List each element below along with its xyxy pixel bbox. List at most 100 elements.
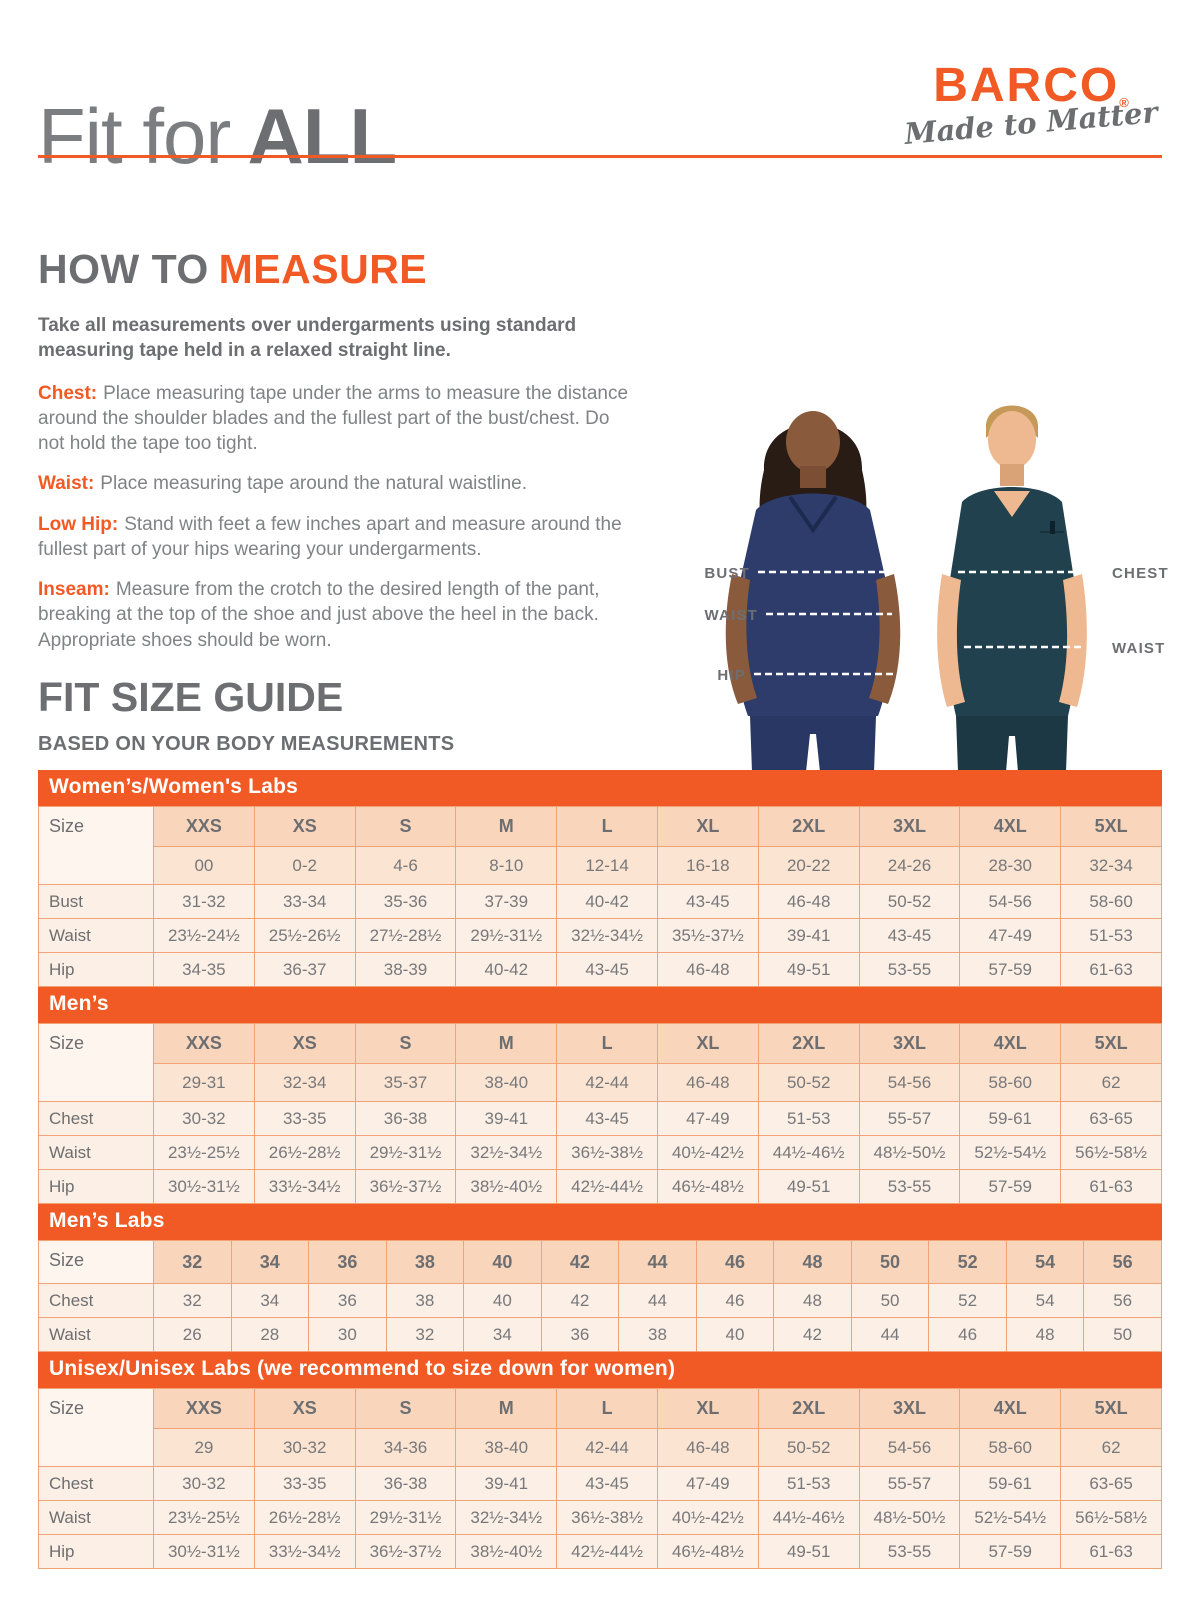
measurement-cell: 32½-34½ <box>455 1500 558 1535</box>
numeric-size-cell: 38-40 <box>455 1428 558 1467</box>
measure-item: Inseam: Measure from the crotch to the de… <box>38 577 633 653</box>
measurement-cell: 47-49 <box>959 918 1062 953</box>
measurement-cell: 23½-25½ <box>153 1135 255 1170</box>
size-header-cell: 52 <box>928 1240 1007 1284</box>
measurement-cell: 56½-58½ <box>1060 1500 1162 1535</box>
measure-item-label: Inseam: <box>38 579 110 601</box>
page-title-light: Fit for <box>38 92 231 181</box>
measure-item-label: Waist: <box>38 473 95 495</box>
measurement-row: Waist 23½-25½ 26½-28½ 29½-31½ 32½-34½ 36½-38½… <box>38 1135 1162 1170</box>
size-header-cell: 5XL <box>1060 1023 1162 1064</box>
measurement-cell: 27½-28½ <box>354 918 457 953</box>
measurement-cell: 32½-34½ <box>455 1135 558 1170</box>
measurement-cell: 34 <box>463 1317 542 1352</box>
male-right-arm <box>1059 574 1087 707</box>
measurement-cell: 52 <box>928 1283 1007 1318</box>
row-label: Waist <box>38 1500 154 1535</box>
measurement-cell: 30½-31½ <box>153 1169 255 1204</box>
measurement-cell: 30 <box>308 1317 387 1352</box>
measurement-cell: 53-55 <box>858 1169 961 1204</box>
fit-size-guide-subtitle: BASED ON YOUR BODY MEASUREMENTS <box>38 733 455 755</box>
size-header-cell: XXS <box>153 806 255 847</box>
size-header-cell: 32 <box>153 1240 232 1284</box>
models-illustration: BUST WAIST HIP CHEST WAIST <box>650 382 1200 772</box>
measurement-cell: 31-32 <box>153 884 255 919</box>
measure-list: Chest: Place measuring tape under the arm… <box>38 381 638 653</box>
numeric-size-cell: 16-18 <box>656 846 759 885</box>
size-header-cell: XXS <box>153 1388 255 1429</box>
size-header-cell: 4XL <box>959 806 1062 847</box>
male-scrub-top <box>947 487 1077 716</box>
size-header-row: Size XXS XS S M L XL 2XL 3XL 4XL 5XL <box>38 1023 1162 1102</box>
measurement-cell: 40-42 <box>455 952 558 987</box>
row-label: Waist <box>38 1135 154 1170</box>
hip-label: HIP <box>717 667 746 684</box>
measurement-cell: 56½-58½ <box>1060 1135 1162 1170</box>
size-header-cell: 5XL <box>1060 1388 1162 1429</box>
size-header-cell: 2XL <box>757 1023 860 1064</box>
measurement-cell: 47-49 <box>656 1101 759 1136</box>
measurement-cell: 52½-54½ <box>959 1135 1062 1170</box>
measurement-row: Waist 23½-25½ 26½-28½ 29½-31½ 32½-34½ 36½-38½… <box>38 1500 1162 1535</box>
size-table: Size 32 34 36 38 40 42 44 46 48 50 52 54 56 Chest 32 34 3… <box>38 1240 1162 1352</box>
measurement-cell: 54-56 <box>959 884 1062 919</box>
size-table: Size XXS XS S M L XL 2XL 3XL 4XL 5XL 29-31 32-34 35-3… <box>38 1023 1162 1204</box>
male-pocket-pen <box>1050 521 1055 534</box>
measurement-cell: 43-45 <box>556 952 658 987</box>
measurement-cell: 42½-44½ <box>556 1534 658 1569</box>
measurement-cell: 32 <box>385 1317 465 1352</box>
measurement-cell: 34-35 <box>153 952 255 987</box>
numeric-size-cell: 38-40 <box>455 1063 558 1102</box>
size-header-cell: 50 <box>850 1240 930 1284</box>
measurement-cell: 44 <box>618 1283 697 1318</box>
measurement-cell: 44½-46½ <box>757 1135 860 1170</box>
measurement-row: Hip 30½-31½ 33½-34½ 36½-37½ 38½-40½ 42½-44½ 46… <box>38 1534 1162 1569</box>
measurement-cell: 39-41 <box>455 1101 558 1136</box>
measurement-cell: 49-51 <box>757 1169 860 1204</box>
measurement-cell: 36½-37½ <box>354 1169 457 1204</box>
numeric-size-cell: 46-48 <box>656 1428 759 1467</box>
page-title: Fit for ALL <box>38 92 398 181</box>
how-to-measure-title-orange: MEASURE <box>218 246 428 292</box>
size-header-cell: M <box>455 1388 558 1429</box>
size-header-cell: XS <box>253 1388 356 1429</box>
measurement-cell: 48½-50½ <box>858 1135 961 1170</box>
measurement-row: Hip 34-35 36-37 38-39 40-42 43-45 46-48 49-51 53… <box>38 952 1162 987</box>
size-header-cell: 42 <box>540 1240 620 1284</box>
male-face <box>988 411 1036 469</box>
page-title-bold: ALL <box>247 92 398 181</box>
numeric-size-cell: 50-52 <box>757 1428 860 1467</box>
brand-logo: BARCO® Made to Matter <box>903 62 1159 152</box>
measurement-cell: 29½-31½ <box>455 918 558 953</box>
male-waist-label: WAIST <box>1112 640 1166 657</box>
numeric-size-cell: 29 <box>153 1428 255 1467</box>
measurement-cell: 23½-25½ <box>153 1500 255 1535</box>
measurement-cell: 57-59 <box>959 1534 1062 1569</box>
measurement-cell: 35½-37½ <box>656 918 759 953</box>
measurement-cell: 51-53 <box>1060 918 1162 953</box>
measurement-cell: 43-45 <box>556 1101 658 1136</box>
size-header-cell: 3XL <box>858 1388 961 1429</box>
measure-item-label: Low Hip: <box>38 513 119 535</box>
numeric-size-cell: 20-22 <box>757 846 860 885</box>
measurement-cell: 53-55 <box>858 952 961 987</box>
measurement-cell: 36 <box>540 1317 620 1352</box>
measurement-cell: 55-57 <box>858 1466 961 1501</box>
row-label: Waist <box>38 1317 154 1352</box>
size-header-cell: XL <box>656 1023 759 1064</box>
size-header-cell: 4XL <box>959 1388 1062 1429</box>
size-column-label: Size <box>38 1023 154 1102</box>
measurement-cell: 61-63 <box>1060 1534 1162 1569</box>
measurement-row: Waist 26 28 30 32 34 36 38 40 42 44 46 48 50 <box>38 1317 1162 1352</box>
measurement-cell: 57-59 <box>959 1169 1062 1204</box>
measurement-cell: 48 <box>1005 1317 1085 1352</box>
size-header-cell: XS <box>253 806 356 847</box>
measurement-row: Chest 30-32 33-35 36-38 39-41 43-45 47-49 51-53… <box>38 1101 1162 1136</box>
measure-item: Chest: Place measuring tape under the arm… <box>38 381 633 457</box>
measurement-cell: 50 <box>1083 1317 1162 1352</box>
numeric-size-row: 29 30-32 34-36 38-40 42-44 46-48 50-52 54-56 58-… <box>39 1428 1162 1467</box>
measurement-cell: 44 <box>850 1317 930 1352</box>
measurement-cell: 50 <box>850 1283 930 1318</box>
measurement-cell: 36-38 <box>354 1101 457 1136</box>
